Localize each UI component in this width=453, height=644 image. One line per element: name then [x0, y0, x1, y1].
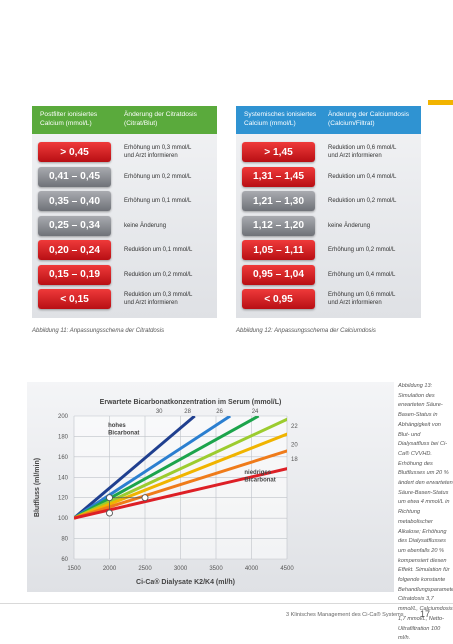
header-col1: Postfilter ionisiertes Calcium (mmol/L) [40, 111, 98, 127]
range-value: 0,20 – 0,24 [38, 240, 111, 260]
dose-action: Erhöhung um 0,4 mmol/L [328, 271, 396, 278]
y-axis-label: Blutfluss (ml/min) [34, 458, 41, 517]
header-col2: Änderung der Citratdosis (Citrat/Blut) [124, 111, 197, 127]
range-value: 1,31 – 1,45 [242, 166, 315, 187]
range-value: 0,15 – 0,19 [38, 264, 111, 285]
footer-text: 3 Klinisches Management des Ci-Ca® Syste… [286, 612, 404, 618]
data-marker-3 [106, 509, 113, 517]
dose-action: Reduktion um 0,1 mmol/L [124, 247, 193, 253]
x-tick-label: 2000 [103, 566, 117, 572]
caption-fig12: Abbildung 12: Anpassungsschema der Calci… [236, 328, 376, 334]
table-row: 1,31 – 1,45 Reduktion um 0,4 mmol/L [236, 166, 421, 189]
table-row: 0,25 – 0,34 keine Änderung [32, 215, 217, 238]
y-tick-label: 80 [61, 537, 68, 543]
range-value: 0,41 – 0,45 [38, 166, 111, 187]
table-row: 0,15 – 0,19 Reduktion um 0,2 mmol/L [32, 264, 217, 287]
table-row: > 0,45 Erhöhung um 0,3 mmol/L und Arzt in… [32, 142, 217, 164]
dose-action: keine Änderung [328, 222, 371, 229]
table-row: 0,35 – 0,40 Erhöhung um 0,1 mmol/L [32, 191, 217, 213]
x-axis-label: Ci-Ca® Dialysate K2/K4 (ml/h) [136, 578, 235, 586]
range-value: 1,21 – 1,30 [242, 191, 315, 211]
contour-label-top: 26 [216, 409, 223, 415]
contour-label-top: 30 [156, 409, 163, 415]
range-value: > 0,45 [38, 142, 111, 162]
dose-action: Reduktion um 0,2 mmol/L [124, 271, 193, 278]
dose-action: Erhöhung um 0,3 mmol/L und Arzt informie… [124, 145, 192, 159]
contour-label-top: 28 [184, 409, 191, 415]
range-value: 0,95 – 1,04 [242, 264, 315, 285]
annotation-high-bicarbonate: hohes [108, 423, 126, 429]
series-line-7 [74, 467, 287, 520]
table-row: < 0,15 Reduktion um 0,3 mmol/L und Arzt i… [32, 289, 217, 311]
footer-divider [0, 603, 453, 604]
y-tick-label: 100 [58, 516, 69, 522]
y-tick-label: 140 [58, 475, 69, 481]
citrate-dose-table: Postfilter ionisiertes Calcium (mmol/L) … [32, 106, 217, 318]
y-tick-label: 160 [58, 455, 69, 461]
bicarbonate-chart-panel: 200 180 160 140 120 100 80 60 1500 2000 2500 3000 35… [27, 382, 394, 592]
y-tick-label: 120 [58, 496, 69, 502]
dose-action: Erhöhung um 0,6 mmol/L und Arzt informie… [328, 292, 396, 306]
x-tick-label: 1500 [67, 566, 81, 572]
data-marker-2 [141, 494, 149, 502]
x-tick-label: 3500 [209, 566, 223, 572]
dose-action: Reduktion um 0,6 mmol/L und Arzt informi… [328, 145, 397, 159]
calcium-dose-table: Systemisches ionisiertes Calcium (mmol/L… [236, 106, 421, 318]
dose-action: Reduktion um 0,3 mmol/L und Arzt informi… [124, 292, 193, 306]
x-tick-label: 3000 [174, 566, 188, 572]
contour-label-right: 20 [291, 443, 298, 449]
chart-title: Erwartete Bicarbonatkonzentration im Ser… [100, 399, 282, 406]
table-row: 0,20 – 0,24 Reduktion um 0,1 mmol/L [32, 240, 217, 262]
dose-action: keine Änderung [124, 222, 167, 229]
table-row: 1,12 – 1,20 keine Änderung [236, 215, 421, 238]
x-tick-label: 2500 [138, 566, 152, 572]
dose-action: Reduktion um 0,2 mmol/L [328, 198, 397, 204]
table-row: 0,95 – 1,04 Erhöhung um 0,4 mmol/L [236, 264, 421, 287]
y-tick-label: 60 [61, 557, 68, 563]
dose-action: Erhöhung um 0,1 mmol/L [124, 198, 192, 204]
range-value: 1,12 – 1,20 [242, 215, 315, 236]
series-line-4 [74, 417, 287, 520]
contour-label-right: 22 [291, 424, 298, 430]
series-line-3 [74, 416, 260, 520]
table-header: Systemisches ionisiertes Calcium (mmol/L… [236, 106, 421, 134]
table-row: 0,41 – 0,45 Erhöhung um 0,2 mmol/L [32, 166, 217, 189]
header-col1: Systemisches ionisiertes Calcium (mmol/L… [244, 111, 317, 127]
table-row: < 0,95 Erhöhung um 0,6 mmol/L und Arzt in… [236, 289, 421, 311]
range-value: 1,05 – 1,11 [242, 240, 315, 260]
contour-label-top: 24 [252, 409, 259, 415]
table-header: Postfilter ionisiertes Calcium (mmol/L) … [32, 106, 217, 134]
x-tick-label: 4000 [245, 566, 259, 572]
range-value: < 0,15 [38, 289, 111, 309]
annotation-high-bicarbonate: Bicarbonat [108, 431, 139, 437]
range-value: < 0,95 [242, 289, 315, 309]
table-row: > 1,45 Reduktion um 0,6 mmol/L und Arzt i… [236, 142, 421, 164]
dose-action: Erhöhung um 0,2 mmol/L [328, 247, 396, 253]
table-row: 1,05 – 1,11 Erhöhung um 0,2 mmol/L [236, 240, 421, 262]
header-col2: Änderung der Calciumdosis (Calcium/Filtr… [328, 111, 409, 127]
dose-action: Reduktion um 0,4 mmol/L [328, 173, 397, 180]
y-tick-label: 180 [58, 434, 69, 440]
series-line-5 [74, 432, 287, 520]
dose-action: Erhöhung um 0,2 mmol/L [124, 173, 192, 180]
series-line-6 [74, 449, 287, 520]
range-value: 0,25 – 0,34 [38, 215, 111, 236]
figure-13-caption: Abbildung 13: Simulation des erwarteten … [398, 383, 453, 642]
contour-label-right: 18 [291, 457, 298, 463]
annotation-low-bicarbonate: Bicarbonat [244, 478, 275, 484]
y-tick-label: 200 [58, 414, 69, 420]
caption-fig11: Abbildung 11: Anpassungsschema der Citra… [32, 328, 165, 334]
data-marker-1 [106, 494, 113, 502]
range-value: > 1,45 [242, 142, 315, 162]
page-number: 17 [420, 609, 431, 619]
bicarbonate-chart: 200 180 160 140 120 100 80 60 1500 2000 2500 3000 35… [34, 399, 298, 586]
series-line-2 [74, 416, 232, 520]
x-tick-label: 4500 [280, 566, 294, 572]
annotation-low-bicarbonate: niedriges [244, 470, 271, 476]
series-line-1 [74, 416, 196, 520]
range-value: 0,35 – 0,40 [38, 191, 111, 211]
table-row: 1,21 – 1,30 Reduktion um 0,2 mmol/L [236, 191, 421, 213]
accent-bar [428, 100, 453, 105]
